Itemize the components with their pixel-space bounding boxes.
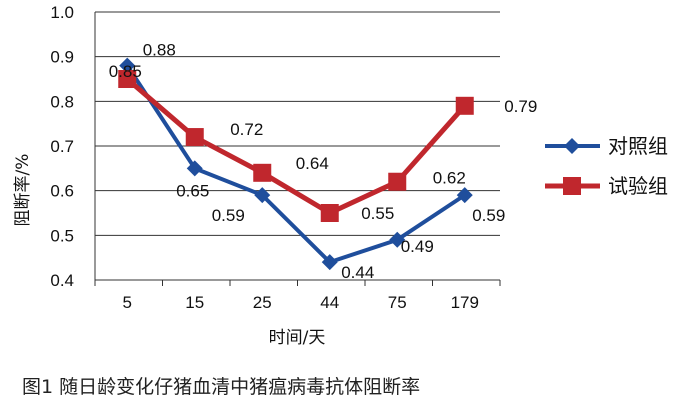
data-point-square — [185, 128, 204, 147]
x-tick-label: 44 — [320, 293, 339, 312]
x-tick-labels: 5 15 25 44 75 179 — [123, 293, 479, 312]
y-tick-labels: 0.4 0.5 0.6 0.7 0.8 0.9 1.0 — [50, 3, 74, 290]
y-tick-label: 0.6 — [50, 182, 74, 201]
data-label: 0.62 — [433, 169, 466, 188]
series-line-2 — [125, 77, 467, 216]
data-label: 0.64 — [296, 154, 329, 173]
line-chart: 0.40.50.60.70.80.91.0 5 15 25 44 75 179 0.880… — [13, 3, 668, 348]
x-tick-label: 75 — [388, 293, 407, 312]
data-label: 0.59 — [212, 206, 245, 225]
data-point-square — [118, 70, 137, 88]
y-tick-label: 1.0 — [50, 3, 74, 22]
x-tick-label: 25 — [253, 293, 272, 312]
legend-marker-diamond — [564, 138, 580, 154]
data-point-square — [253, 163, 272, 182]
data-labels: 0.880.650.590.440.490.590.850.720.640.55… — [109, 41, 538, 283]
legend-marker-square — [563, 177, 581, 195]
series-lines — [118, 57, 474, 271]
gridlines — [95, 11, 500, 236]
y-axis-label: 阻断率/% — [13, 154, 33, 227]
y-tick-label: 0.4 — [50, 271, 74, 290]
data-label: 0.79 — [504, 97, 537, 116]
data-point-square — [320, 204, 339, 222]
data-point-square — [455, 96, 474, 115]
data-label: 0.44 — [341, 263, 374, 282]
y-tick-label: 0.9 — [50, 48, 74, 67]
data-point-diamond — [254, 187, 271, 204]
y-tick-label: 0.5 — [50, 226, 74, 245]
data-point-diamond — [389, 231, 406, 248]
data-label: 0.49 — [401, 237, 434, 256]
data-point-diamond — [119, 57, 136, 74]
x-tick-label: 179 — [451, 293, 479, 312]
data-point-diamond — [321, 254, 338, 271]
data-point-diamond — [456, 187, 473, 204]
data-label: 0.59 — [472, 206, 505, 225]
data-point-diamond — [186, 160, 203, 177]
figure-caption: 图1 随日龄变化仔猪血清中猪瘟病毒抗体阻断率 — [22, 376, 421, 398]
legend-label: 对照组 — [608, 134, 668, 158]
data-label: 0.72 — [230, 120, 263, 139]
x-axis-label: 时间/天 — [269, 328, 326, 348]
legend-label: 试验组 — [608, 174, 668, 198]
data-label: 0.88 — [143, 41, 176, 60]
data-point-square — [388, 172, 407, 191]
y-tick-label: 0.7 — [50, 137, 74, 156]
y-tick-label: 0.8 — [50, 92, 74, 111]
data-label: 0.65 — [176, 181, 209, 200]
x-tick-label: 5 — [123, 293, 132, 312]
series-line-1 — [125, 64, 466, 265]
x-tick-label: 15 — [185, 293, 204, 312]
axes — [94, 12, 501, 286]
data-label: 0.55 — [361, 204, 394, 223]
data-label: 0.85 — [109, 62, 142, 81]
